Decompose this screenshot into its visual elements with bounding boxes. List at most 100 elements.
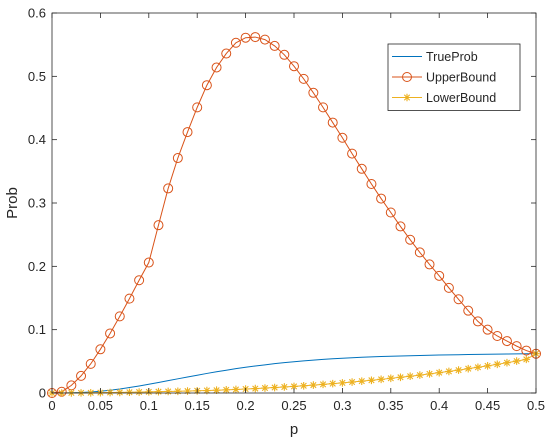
legend-label-upperbound: UpperBound xyxy=(426,71,496,85)
y-tick-label: 0.1 xyxy=(28,322,46,337)
data-point-lowerbound xyxy=(125,388,134,397)
x-tick-label: 0.2 xyxy=(237,398,255,413)
data-point-lowerbound xyxy=(106,388,114,397)
data-point-upperbound xyxy=(501,336,512,347)
legend-label-lowerbound: LowerBound xyxy=(426,91,496,105)
data-point-lowerbound xyxy=(299,381,308,390)
data-point-upperbound xyxy=(289,61,299,72)
data-point-upperbound xyxy=(211,62,222,73)
data-point-upperbound xyxy=(366,179,377,189)
data-point-lowerbound xyxy=(319,380,327,389)
y-tick-label: 0.6 xyxy=(28,6,46,21)
data-point-upperbound xyxy=(298,73,309,84)
data-point-upperbound xyxy=(182,127,193,138)
data-point-upperbound xyxy=(85,358,96,369)
data-point-upperbound xyxy=(114,311,125,322)
x-tick-label: 0.05 xyxy=(88,398,113,413)
data-point-upperbound xyxy=(240,32,251,43)
data-point-upperbound xyxy=(414,247,425,258)
y-tick-label: 0.2 xyxy=(28,259,46,274)
data-point-lowerbound xyxy=(280,383,289,391)
data-point-lowerbound xyxy=(154,387,163,396)
data-point-lowerbound xyxy=(309,381,318,389)
series-layer xyxy=(47,32,541,398)
data-point-lowerbound xyxy=(503,358,511,367)
data-point-lowerbound xyxy=(232,385,240,394)
data-point-upperbound xyxy=(192,102,203,113)
data-point-lowerbound xyxy=(290,382,298,391)
data-point-lowerbound xyxy=(261,384,269,392)
y-axis-title: Prob xyxy=(4,187,21,219)
data-point-upperbound xyxy=(279,49,290,60)
data-point-lowerbound xyxy=(522,355,531,364)
data-point-lowerbound xyxy=(135,388,143,396)
data-point-lowerbound xyxy=(387,374,395,383)
x-tick-label: 0.1 xyxy=(140,398,158,413)
data-point-lowerbound xyxy=(454,366,463,374)
data-point-lowerbound xyxy=(406,372,414,381)
data-point-upperbound xyxy=(376,193,387,204)
data-point-upperbound xyxy=(95,344,106,355)
axes-layer: 0 0.05 0.1 0.15 0.2 0.25 0.3 0.35 0.4 0.45 0.5 0 0.1… xyxy=(28,6,545,414)
data-point-lowerbound xyxy=(483,362,492,370)
data-point-lowerbound xyxy=(367,376,376,385)
x-tick-label: 0.45 xyxy=(475,398,500,413)
data-point-upperbound xyxy=(511,341,522,352)
data-point-upperbound xyxy=(356,163,367,174)
data-point-upperbound xyxy=(163,183,174,194)
data-point-upperbound xyxy=(385,207,396,218)
data-point-lowerbound xyxy=(445,367,453,376)
x-tick-label: 0.25 xyxy=(281,398,306,413)
data-point-lowerbound xyxy=(425,370,434,378)
data-point-lowerbound xyxy=(396,373,405,382)
data-point-lowerbound xyxy=(435,368,443,377)
legend-marker-upperbound xyxy=(402,72,412,82)
legend-marker-lowerbound xyxy=(403,93,411,102)
data-point-upperbound xyxy=(327,117,338,128)
data-point-upperbound xyxy=(405,234,416,245)
data-point-lowerbound xyxy=(270,383,279,392)
data-point-lowerbound xyxy=(164,387,172,396)
data-point-lowerbound xyxy=(212,386,221,395)
data-point-upperbound xyxy=(134,275,145,286)
y-tick-label: 0.5 xyxy=(28,69,46,84)
data-point-upperbound xyxy=(308,87,319,98)
data-point-lowerbound xyxy=(512,357,521,365)
x-axis-title: p xyxy=(290,421,298,438)
data-point-lowerbound xyxy=(348,378,356,386)
y-tick-label: 0.4 xyxy=(28,132,46,147)
data-point-lowerbound xyxy=(183,387,192,395)
data-point-upperbound xyxy=(124,293,135,304)
data-point-upperbound xyxy=(443,282,454,293)
data-point-lowerbound xyxy=(328,379,337,388)
data-point-lowerbound xyxy=(357,377,366,385)
data-point-upperbound xyxy=(153,220,164,231)
legend: TrueProb UpperBound LowerBound xyxy=(387,43,521,111)
data-point-upperbound xyxy=(492,331,503,341)
data-point-upperbound xyxy=(318,102,329,113)
x-tick-label: 0.4 xyxy=(430,398,448,413)
data-point-upperbound xyxy=(472,316,483,327)
data-point-upperbound xyxy=(521,345,532,356)
data-point-upperbound xyxy=(269,40,280,51)
data-point-lowerbound xyxy=(115,388,124,397)
data-point-upperbound xyxy=(201,80,212,91)
data-point-lowerbound xyxy=(174,387,182,396)
data-point-lowerbound xyxy=(493,360,502,369)
data-point-lowerbound xyxy=(203,386,211,395)
data-point-upperbound xyxy=(105,328,116,339)
data-point-lowerbound xyxy=(416,371,424,379)
x-tick-label: 0.5 xyxy=(527,398,545,413)
data-point-lowerbound xyxy=(464,364,473,373)
data-point-upperbound xyxy=(250,32,261,43)
x-tick-label: 0.3 xyxy=(333,398,351,413)
data-point-upperbound xyxy=(230,37,241,48)
data-point-lowerbound xyxy=(251,384,260,393)
data-point-upperbound xyxy=(463,305,474,316)
data-point-upperbound xyxy=(143,257,154,268)
data-point-upperbound xyxy=(395,221,406,232)
data-point-lowerbound xyxy=(377,375,385,384)
x-tick-label: 0.35 xyxy=(378,398,403,413)
data-point-lowerbound xyxy=(222,386,231,394)
